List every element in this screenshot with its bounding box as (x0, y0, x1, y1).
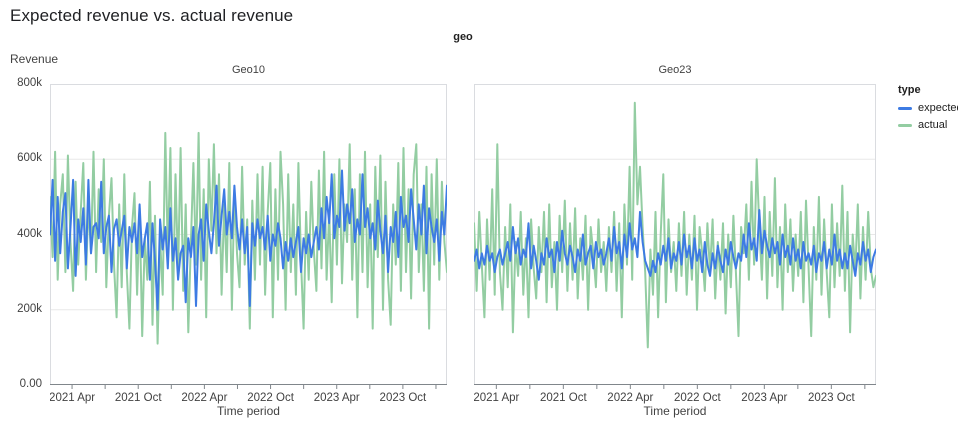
facet-title-geo23: Geo23 (658, 64, 692, 76)
legend-label-actual: actual (918, 119, 948, 131)
y-tick-label: 800k (17, 77, 42, 89)
line-chart-geo10[interactable]: 2021 Apr 2021 Oct 2022 Apr 2022 Oct 2023 Apr… (50, 84, 447, 406)
x-tick-label: 2022 Apr (607, 392, 653, 404)
x-tick-label: 2023 Apr (314, 392, 360, 404)
y-tick-label: 0.00 (19, 378, 42, 390)
legend-item-expected[interactable]: expected (898, 102, 958, 114)
line-expected[interactable] (50, 169, 447, 311)
x-tick-label: 2023 Oct (808, 392, 855, 404)
legend-label-expected: expected (918, 102, 958, 114)
x-tick-label: 2021 Oct (115, 392, 162, 404)
facet-field-header: geo (453, 31, 473, 43)
x-tick-label: 2021 Apr (50, 392, 95, 404)
page-title: Expected revenue vs. actual revenue (10, 6, 294, 25)
x-axis-title-geo10: Time period (217, 404, 280, 418)
line-chart-geo23[interactable]: 2021 Apr 2021 Oct 2022 Apr 2022 Oct 2023 Apr… (474, 84, 876, 406)
y-tick-label: 400k (17, 227, 42, 240)
x-tick-label: 2021 Oct (540, 392, 587, 404)
y-tick-label: 200k (17, 302, 42, 315)
y-axis-tick-labels: 800k 600k 400k 200k 0.00 (0, 77, 44, 390)
chart-legend: type expected actual (898, 84, 958, 136)
x-tick-label: 2022 Oct (674, 392, 721, 404)
line-expected[interactable] (474, 209, 876, 281)
line-actual[interactable] (474, 101, 876, 349)
x-tick-label: 2022 Apr (181, 392, 227, 404)
expected-line-swatch-icon (898, 106, 912, 110)
x-tick-label: 2022 Oct (247, 392, 294, 404)
x-tick-label: 2023 Oct (380, 392, 427, 404)
actual-line-swatch-icon (898, 123, 912, 127)
x-tick-label: 2023 Apr (741, 392, 787, 404)
legend-item-actual[interactable]: actual (898, 119, 958, 131)
legend-title: type (898, 84, 921, 96)
y-tick-label: 600k (17, 152, 42, 165)
facet-title-geo10: Geo10 (231, 64, 266, 76)
y-axis-title: Revenue (10, 52, 59, 66)
x-tick-label: 2021 Apr (474, 392, 520, 404)
x-axis-title-geo23: Time period (643, 404, 707, 418)
